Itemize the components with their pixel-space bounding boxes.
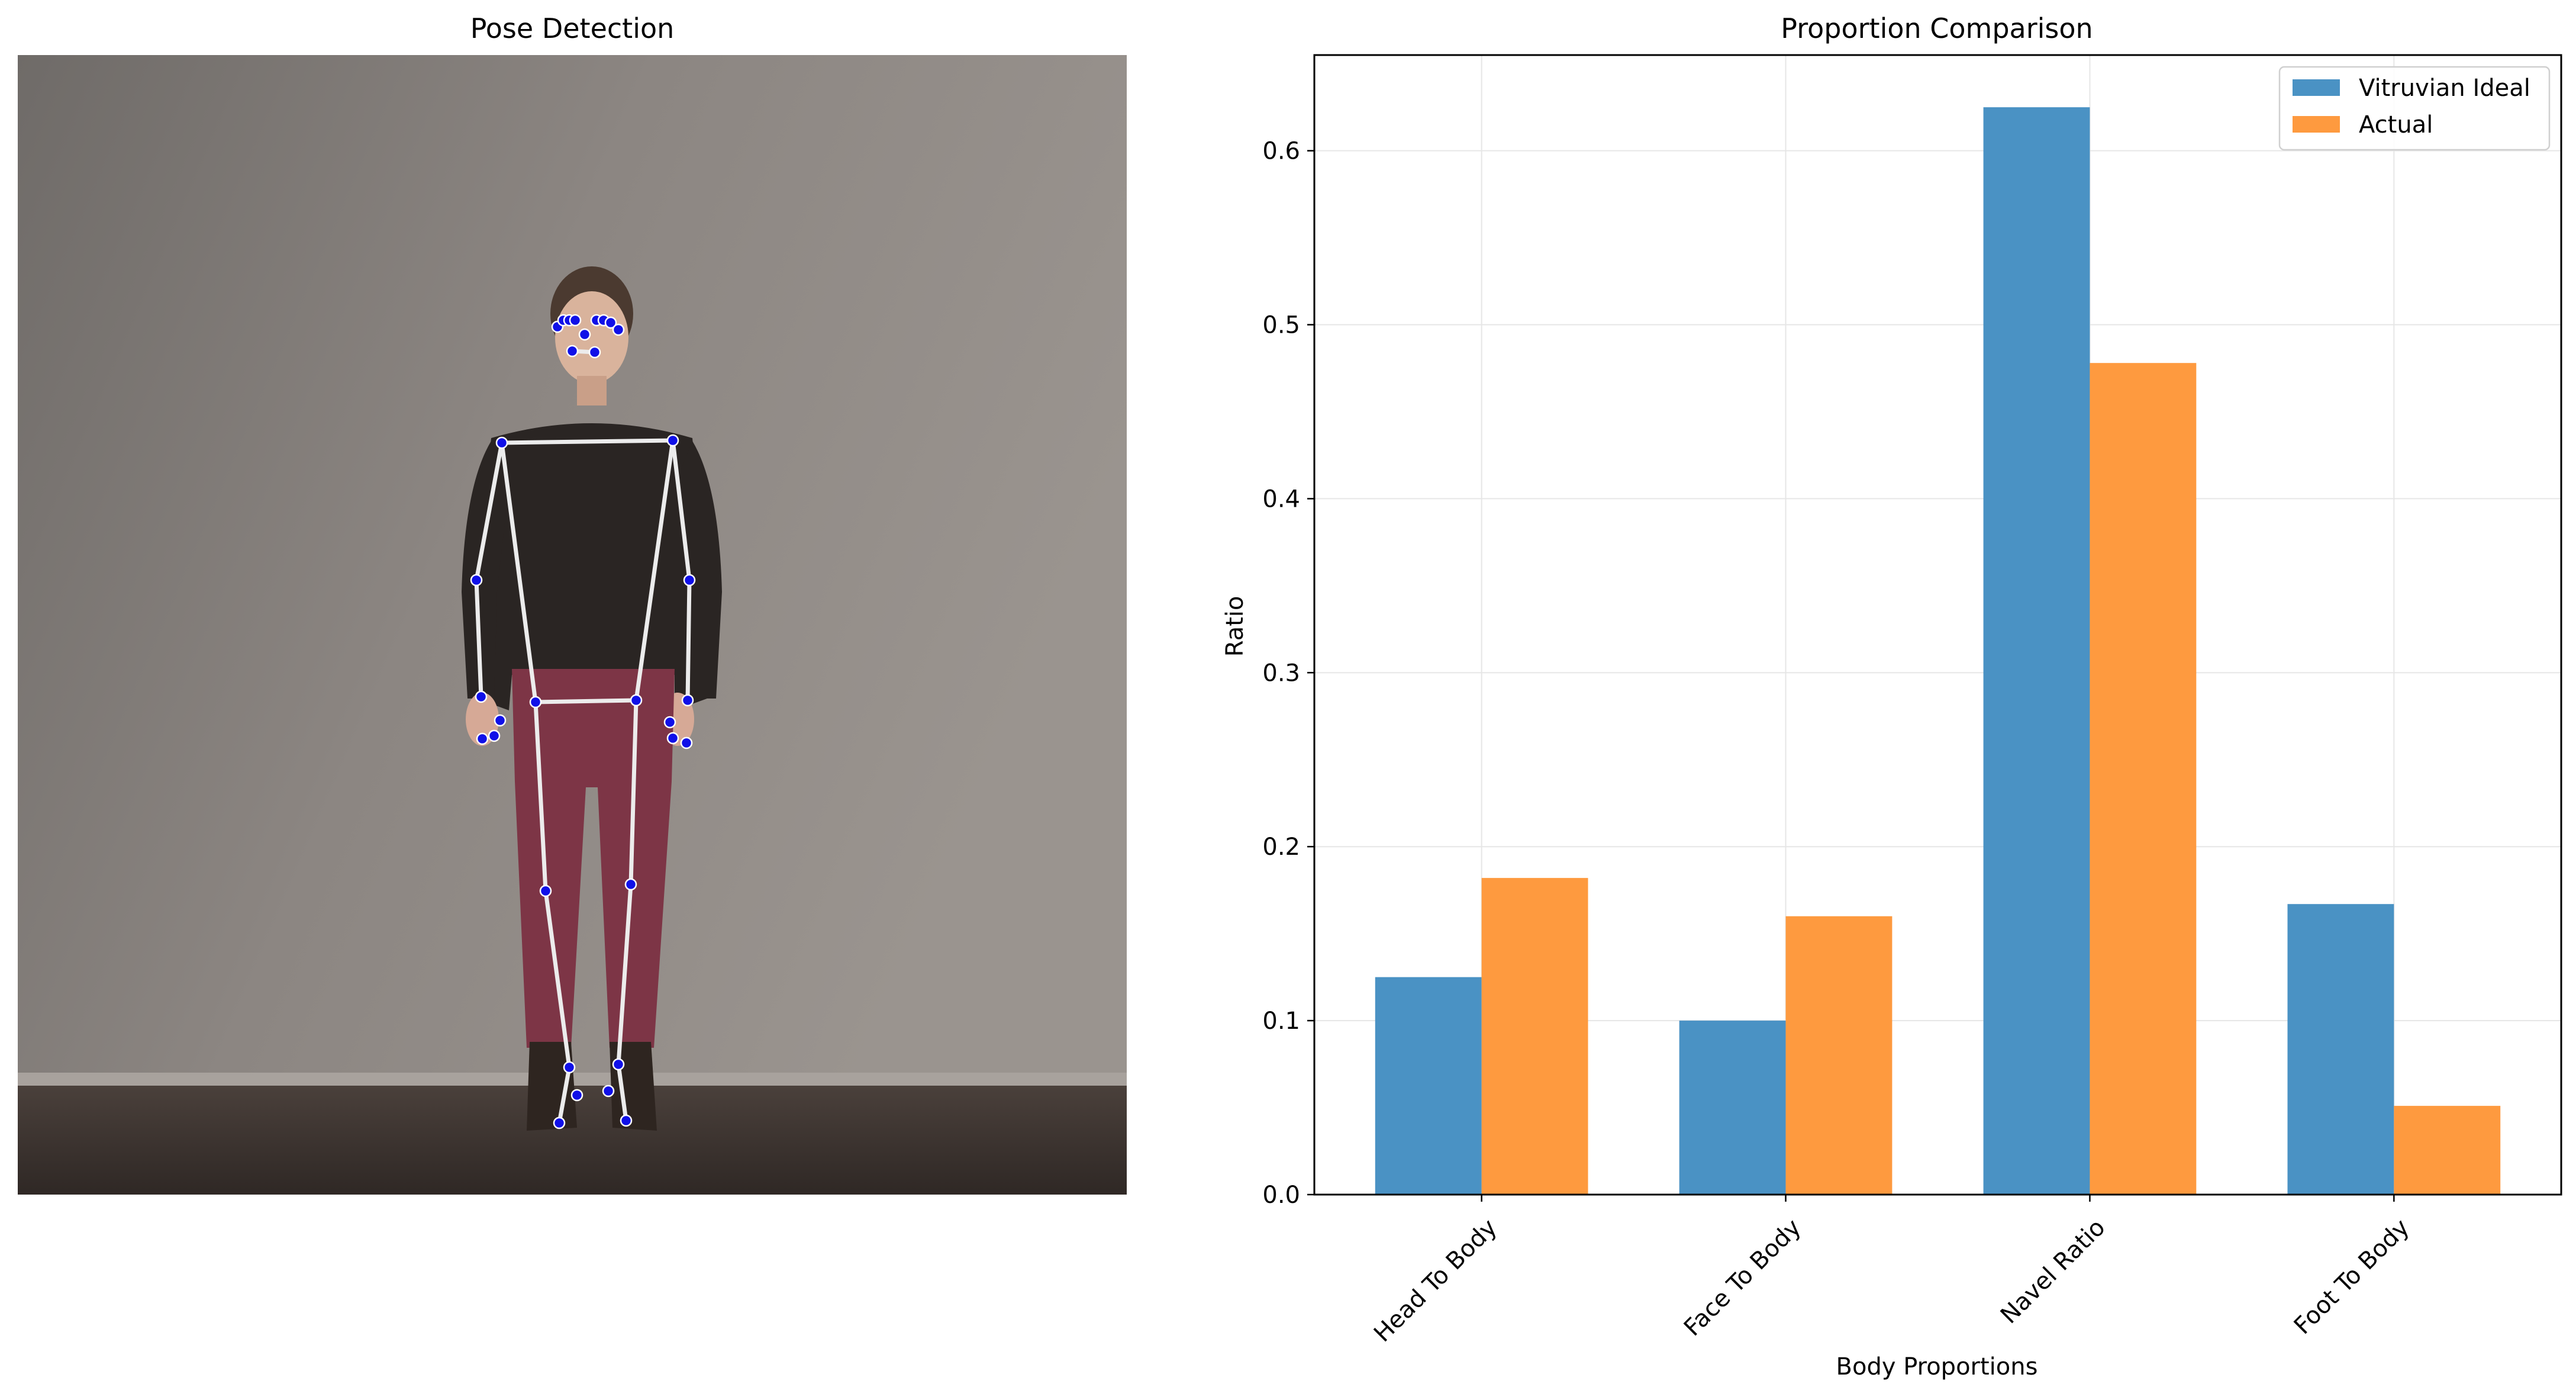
chart-title: Proportion Comparison: [1781, 12, 2093, 44]
x-tick-label: Face To Body: [1679, 1214, 1807, 1342]
person-figure: [462, 266, 722, 1131]
bar-vitruvian-ideal-foot-to-body: [2287, 904, 2394, 1195]
bar-actual-navel-ratio: [2090, 363, 2197, 1195]
x-tick-label: Navel Ratio: [1995, 1214, 2111, 1330]
y-tick-label: 0.4: [1262, 485, 1300, 513]
bar-actual-head-to-body: [1481, 878, 1588, 1195]
legend: Vitruvian Ideal Actual: [2278, 66, 2551, 151]
plot-frame: [1313, 54, 2562, 1196]
y-tick-label: 0.5: [1262, 312, 1300, 339]
bar-actual-face-to-body: [1785, 916, 1892, 1195]
left-panel-title: Pose Detection: [470, 12, 675, 44]
y-tick-label: 0.2: [1262, 833, 1300, 861]
bar-vitruvian-ideal-navel-ratio: [1983, 107, 2090, 1195]
x-axis-ticks: Head To Body Face To Body Navel Ratio Foot …: [1369, 1195, 2414, 1347]
legend-frame: [2278, 66, 2551, 151]
legend-swatch-vitruvian-ideal: [2293, 79, 2340, 96]
x-tick-label: Head To Body: [1369, 1214, 1503, 1348]
legend-swatch-actual: [2293, 116, 2340, 133]
bar-vitruvian-ideal-face-to-body: [1679, 1021, 1786, 1195]
x-tick-label: Foot To Body: [2289, 1214, 2415, 1340]
y-axis-label: Ratio: [1221, 596, 1249, 657]
y-tick-label: 0.0: [1262, 1182, 1300, 1209]
bar-vitruvian-ideal-head-to-body: [1375, 977, 1482, 1195]
pose-photo: [18, 55, 1127, 1195]
legend-label-vitruvian-ideal: Vitruvian Ideal: [2359, 75, 2530, 102]
y-tick-label: 0.6: [1262, 138, 1300, 165]
x-axis-label: Body Proportions: [1836, 1353, 2038, 1380]
y-tick-label: 0.1: [1262, 1008, 1300, 1035]
bars: [1375, 107, 2501, 1195]
legend-label-actual: Actual: [2359, 111, 2433, 139]
pose-landmarks: [470, 314, 696, 1129]
bar-actual-foot-to-body: [2394, 1106, 2501, 1195]
y-tick-label: 0.3: [1262, 659, 1300, 687]
y-axis-ticks: 0.0 0.1 0.2 0.3 0.4 0.5 0.6: [1262, 138, 1314, 1209]
pose-skeleton: [474, 349, 692, 1125]
